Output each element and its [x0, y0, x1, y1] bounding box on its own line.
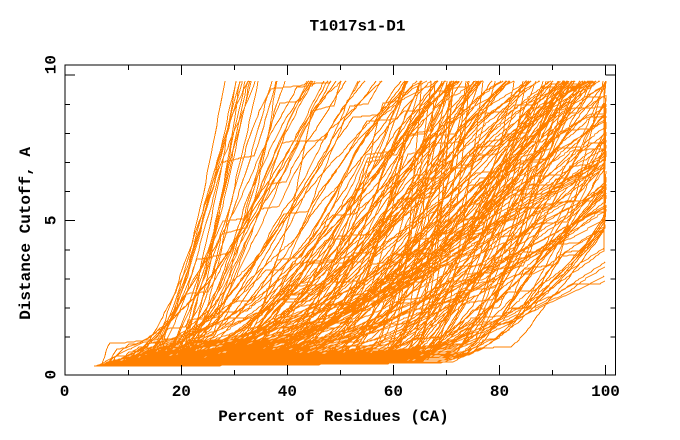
svg-text:5: 5: [43, 215, 61, 225]
svg-text:40: 40: [278, 383, 297, 401]
svg-text:0: 0: [60, 383, 70, 401]
svg-text:T1017s1-D1: T1017s1-D1: [309, 18, 405, 36]
svg-text:Percent of Residues (CA): Percent of Residues (CA): [218, 408, 448, 426]
svg-text:60: 60: [384, 383, 403, 401]
svg-text:10: 10: [43, 55, 61, 74]
svg-text:0: 0: [43, 370, 61, 380]
svg-text:100: 100: [591, 383, 620, 401]
svg-text:Distance Cutoff, A: Distance Cutoff, A: [17, 147, 35, 320]
svg-text:20: 20: [172, 383, 191, 401]
svg-text:80: 80: [490, 383, 509, 401]
